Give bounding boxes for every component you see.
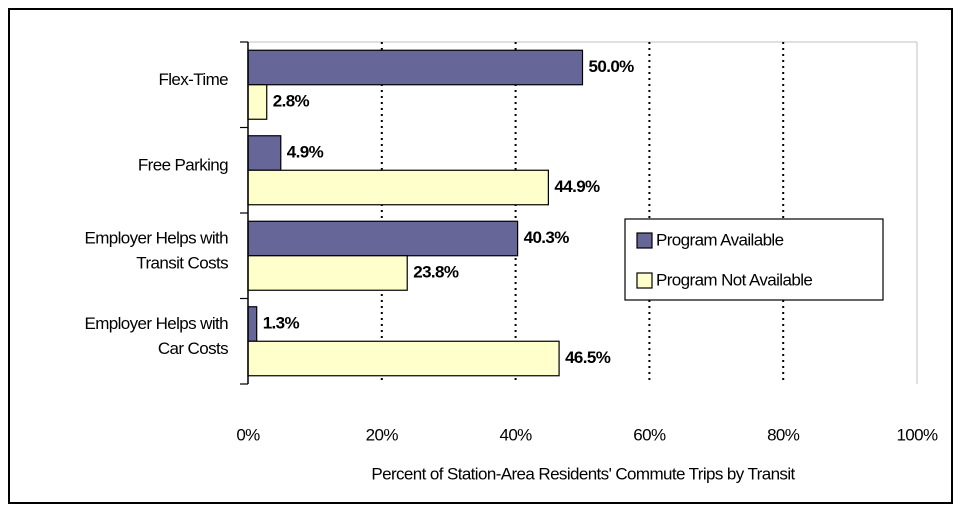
x-axis-label: Percent of Station-Area Residents' Commu…: [371, 464, 795, 483]
value-label: 46.5%: [565, 348, 611, 367]
bar: [247, 49, 584, 86]
y-tick-label: Employer Helps with Transit Costs: [84, 229, 228, 273]
x-tick-label: 60%: [633, 425, 666, 444]
legend-swatch: [636, 272, 653, 289]
bar: [247, 135, 282, 171]
value-label: 50.0%: [589, 57, 635, 76]
x-tick-label: 20%: [366, 425, 399, 444]
bar: [247, 255, 408, 291]
y-tick-label: Free Parking: [138, 156, 228, 175]
x-tick-label: 40%: [499, 425, 532, 444]
x-tick-label: 0%: [236, 425, 260, 444]
legend-label: Program Not Available: [656, 270, 812, 289]
value-label: 44.9%: [554, 177, 600, 196]
value-label: 23.8%: [413, 262, 459, 281]
bar: [247, 84, 268, 120]
bar: [247, 306, 258, 342]
legend-label: Program Available: [656, 230, 784, 249]
y-tick-label: Flex-Time: [158, 70, 228, 89]
bar: [247, 220, 519, 257]
x-tick-label: 100%: [896, 425, 938, 444]
bar: [247, 340, 560, 377]
legend-swatch: [636, 232, 653, 249]
value-label: 2.8%: [273, 91, 310, 110]
value-label: 1.3%: [263, 313, 300, 332]
x-tick-label: 80%: [767, 425, 800, 444]
value-label: 4.9%: [287, 142, 324, 161]
value-label: 40.3%: [524, 228, 570, 247]
legend-box: [624, 218, 884, 301]
bar: [247, 169, 549, 206]
y-tick-label: Employer Helps with Car Costs: [84, 314, 228, 358]
